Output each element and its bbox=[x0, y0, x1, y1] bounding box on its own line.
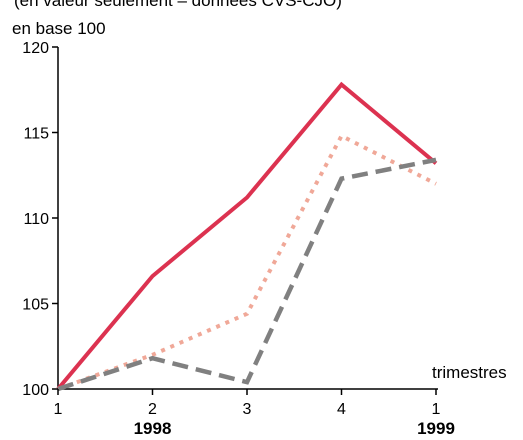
year-label: 1999 bbox=[417, 419, 455, 438]
series-line-dashed bbox=[57, 157, 437, 392]
series-layer bbox=[56, 81, 438, 392]
chart-header-partial: (en valeur seulement – données CVS-CJO) bbox=[14, 0, 342, 10]
y-axis-label: en base 100 bbox=[12, 19, 106, 38]
y-tick-label: 105 bbox=[22, 297, 49, 314]
x-tick-label: 1 bbox=[54, 401, 63, 418]
series-line-solid bbox=[56, 81, 438, 391]
y-tick-label: 100 bbox=[22, 382, 49, 399]
x-axis-label: trimestres bbox=[432, 363, 507, 382]
series-line-dotted bbox=[57, 133, 437, 391]
x-tick-label: 2 bbox=[148, 401, 157, 418]
x-tick-label: 4 bbox=[337, 401, 346, 418]
axes bbox=[57, 47, 438, 390]
year-label: 1998 bbox=[134, 419, 172, 438]
y-tick-label: 115 bbox=[23, 126, 49, 143]
ticks-layer: 100 105 110 115 120 1 2 3 4 1 1998 1999 bbox=[22, 40, 455, 438]
y-tick-label: 120 bbox=[22, 40, 49, 57]
x-tick-label: 3 bbox=[243, 401, 252, 418]
x-tick-label: 1 bbox=[432, 401, 441, 418]
y-tick-label: 110 bbox=[23, 211, 49, 228]
